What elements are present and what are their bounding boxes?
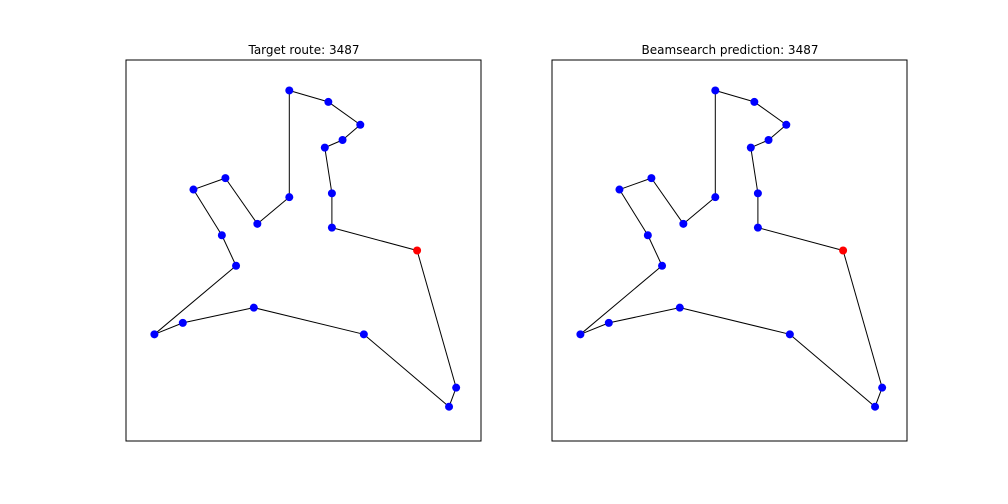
route-node [679,219,688,228]
route-edge [324,147,333,194]
route-edge [683,196,716,225]
route-node [576,330,585,339]
route-edge [221,235,237,266]
route-node [356,120,365,129]
route-node [338,136,347,145]
route-node [285,86,294,95]
route-node [782,120,791,129]
route-node [178,318,187,327]
route-node [750,97,759,106]
route-node [764,136,773,145]
route-node [711,86,720,95]
route-edges-target [154,90,457,408]
route-edge [193,177,226,191]
route-edge [331,227,418,251]
route-edges-prediction [580,90,883,408]
route-edge [182,307,254,324]
route-node [785,330,794,339]
route-node [615,185,624,194]
route-node [658,261,667,270]
route-nodes-prediction [576,86,887,411]
axes-frame-prediction [551,59,908,442]
route-node [327,189,336,198]
route-node [753,223,762,232]
route-edge [193,189,223,236]
route-edge [750,147,759,194]
route-edge [154,265,237,335]
route-node [285,193,294,202]
route-edge [647,235,663,266]
axes-frame-target [125,59,482,442]
route-node [327,223,336,232]
route-edge [715,90,755,103]
route-edge [328,101,361,126]
route-edge [789,333,876,408]
route-edge [416,250,457,388]
panel-beamsearch-prediction: Beamsearch prediction: 3487 [551,43,908,442]
route-edge [619,189,649,236]
route-edge [253,307,364,335]
route-edge [754,101,787,126]
route-edge [757,227,844,251]
route-nodes-target [150,86,461,411]
route-edge [363,333,450,408]
route-edge [154,322,183,335]
route-node [445,402,454,411]
chart-title-target: Target route: 3487 [247,43,359,57]
route-edge [842,250,883,388]
route-node [711,193,720,202]
route-node [359,330,368,339]
chart-title-prediction: Beamsearch prediction: 3487 [642,43,819,57]
route-edge [257,196,290,225]
route-node [647,174,656,183]
route-node [753,189,762,198]
route-edge [619,177,652,191]
route-node [746,143,755,152]
route-node [643,231,652,240]
route-node [249,303,258,312]
route-edge [580,322,609,335]
route-edge [650,177,684,225]
route-edge [224,177,258,225]
route-edge [679,307,790,335]
route-node [320,143,329,152]
route-node [221,174,230,183]
panel-target-route: Target route: 3487 [125,43,482,442]
route-node [150,330,159,339]
route-edge [289,90,329,103]
route-node [324,97,333,106]
start-node [413,246,422,255]
route-node [189,185,198,194]
route-node [878,383,887,392]
route-node [217,231,226,240]
route-node [675,303,684,312]
route-edge [580,265,663,335]
route-node [871,402,880,411]
route-node [253,219,262,228]
start-node [839,246,848,255]
route-node [452,383,461,392]
route-node [604,318,613,327]
route-edge [608,307,680,324]
route-node [232,261,241,270]
